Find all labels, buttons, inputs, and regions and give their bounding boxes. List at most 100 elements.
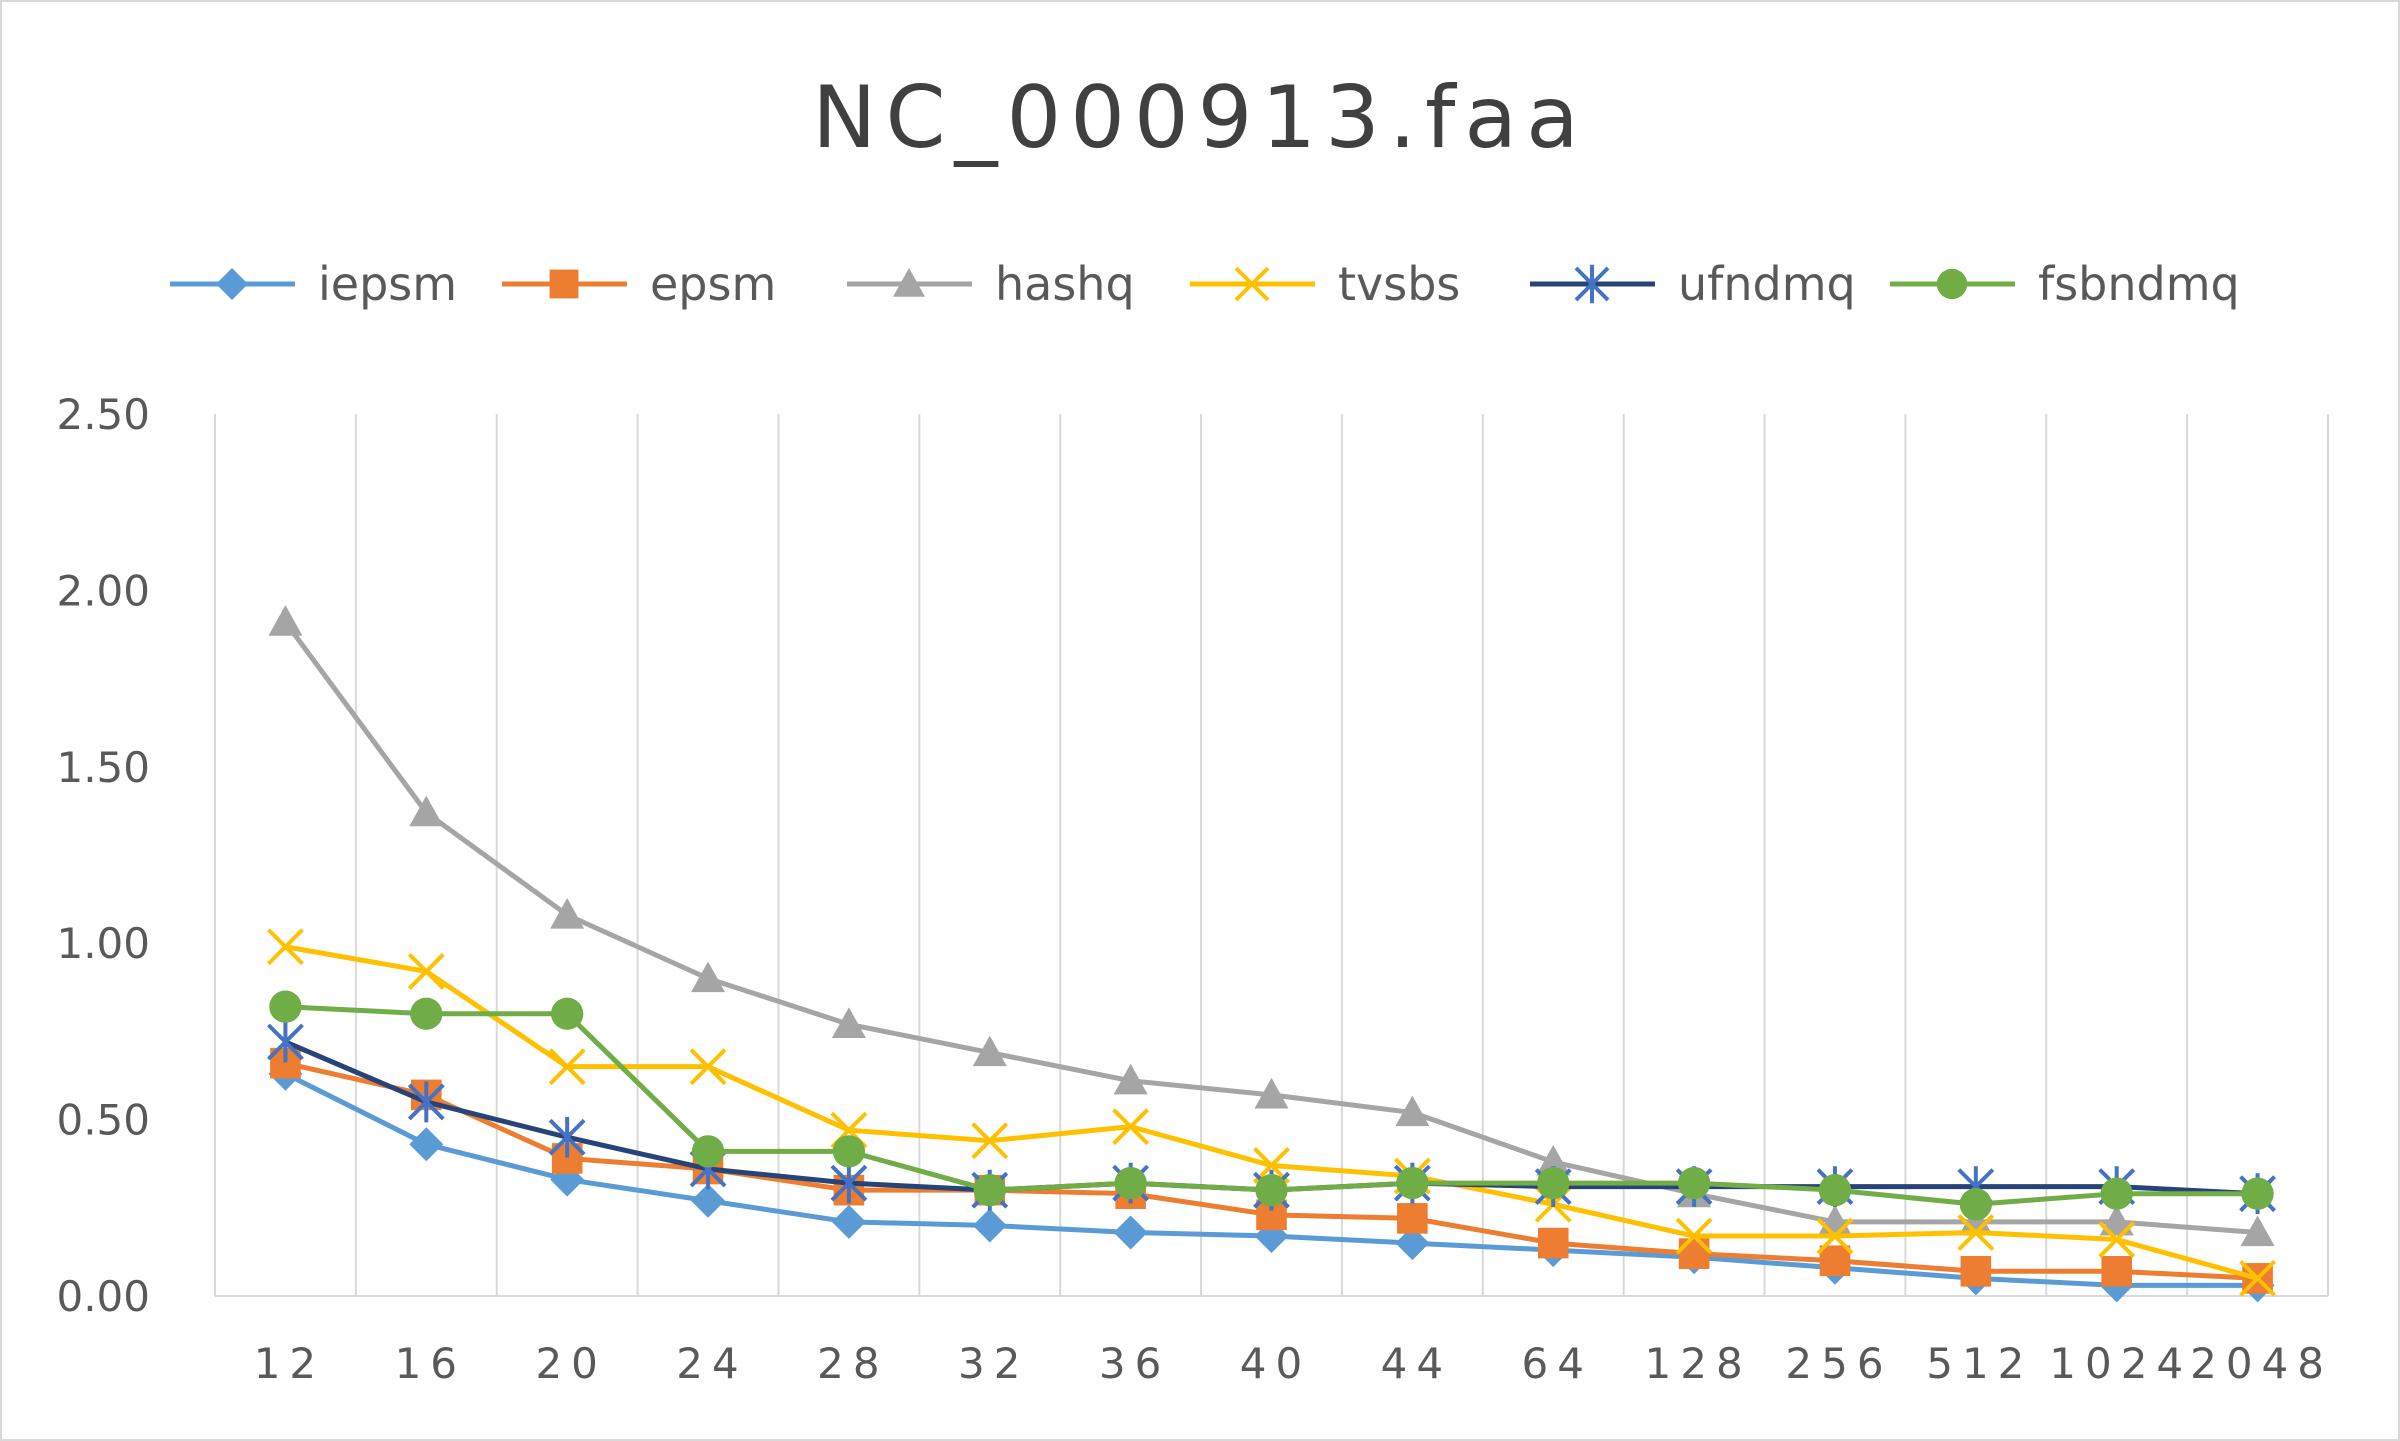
legend: iepsm epsm hashq tvsbs ufndmq fsbndmq [170, 257, 2240, 311]
data-point [2240, 1215, 2275, 1247]
y-tick-label: 2.50 [56, 390, 150, 439]
data-point [1678, 1238, 1710, 1269]
data-point [1957, 1214, 1995, 1251]
data-point [831, 1007, 866, 1038]
data-point [971, 1122, 1009, 1160]
series-group [267, 605, 2276, 1303]
data-point [2100, 1177, 2133, 1210]
y-tick-label: 1.50 [56, 743, 150, 792]
x-tick-label: 512 [1926, 1339, 2033, 1388]
legend-label: fsbndmq [2038, 257, 2240, 311]
data-point [1396, 1166, 1429, 1200]
x-tick-label: 20 [535, 1339, 606, 1388]
legend-item-tvsbs: tvsbs [1190, 257, 1460, 311]
x-tick-label: 2048 [2190, 1339, 2333, 1388]
data-point [1114, 1166, 1147, 1200]
legend-item-epsm: epsm [502, 257, 776, 311]
x-tick-label: 24 [676, 1339, 747, 1388]
data-point [1816, 1217, 1854, 1255]
y-tick-label: 0.00 [56, 1272, 150, 1321]
grid [214, 414, 2329, 1297]
legend-marker [216, 268, 248, 300]
legend-item-ufndmq: ufndmq [1530, 257, 1856, 311]
data-point [1395, 1226, 1430, 1261]
data-point [267, 1021, 304, 1063]
data-point [831, 1204, 866, 1239]
x-tick-label: 36 [1099, 1339, 1170, 1388]
data-point [830, 1162, 868, 1204]
data-point [2241, 1177, 2274, 1210]
data-point [410, 997, 443, 1030]
legend-item-iepsm: iepsm [170, 257, 457, 311]
data-point [1254, 1077, 1289, 1109]
data-point [832, 1135, 866, 1168]
data-point [1395, 1095, 1430, 1127]
data-point [2098, 1221, 2136, 1258]
y-tick-label: 2.00 [56, 566, 150, 615]
data-point [1536, 1144, 1571, 1176]
y-tick-label: 0.50 [56, 1096, 150, 1145]
data-point [269, 990, 302, 1023]
data-point [1959, 1188, 1992, 1221]
x-tick-label: 28 [817, 1339, 888, 1388]
x-tick-label: 256 [1785, 1339, 1892, 1388]
data-point [1255, 1174, 1288, 1207]
data-point [1677, 1166, 1711, 1200]
data-point [1112, 1108, 1150, 1146]
data-point [1397, 1203, 1428, 1234]
data-point [1113, 1063, 1148, 1095]
data-point [409, 795, 444, 827]
legend-label: iepsm [318, 257, 457, 311]
data-point [548, 1048, 586, 1086]
series-hashq [268, 605, 2275, 1247]
data-point [409, 1127, 444, 1162]
x-tick-label: 16 [395, 1339, 466, 1388]
data-point [2101, 1256, 2132, 1287]
data-point [1818, 1174, 1852, 1207]
x-tick-label: 64 [1522, 1339, 1593, 1388]
data-point [267, 928, 304, 966]
data-point [972, 1208, 1007, 1243]
data-point [2239, 1259, 2276, 1297]
legend-label: ufndmq [1678, 257, 1856, 311]
data-point [1960, 1256, 1992, 1287]
data-point [973, 1174, 1006, 1207]
data-point [407, 1081, 445, 1123]
legend-marker [1574, 264, 1610, 304]
legend-label: tvsbs [1338, 257, 1460, 311]
x-tick-label: 12 [254, 1339, 325, 1388]
series-fsbndmq [269, 990, 2274, 1221]
y-tick-label: 1.00 [56, 919, 150, 968]
legend-label: epsm [650, 257, 776, 311]
legend-marker [1936, 268, 1968, 300]
data-point [691, 1135, 725, 1168]
data-point [1537, 1166, 1570, 1200]
legend-item-fsbndmq: fsbndmq [1890, 257, 2240, 311]
x-tick-label: 44 [1381, 1339, 1452, 1388]
data-point [1675, 1217, 1713, 1255]
data-point [2099, 1204, 2134, 1236]
chart-title: NC_000913.faa [812, 68, 1588, 168]
data-point [1537, 1227, 1569, 1259]
data-point [550, 897, 585, 929]
legend-label: hashq [995, 257, 1135, 311]
data-point [689, 1048, 727, 1086]
data-point [691, 1183, 726, 1218]
x-tick-label: 128 [1645, 1339, 1752, 1388]
y-axis-ticks: 0.00 0.50 1.00 1.50 2.00 2.50 [56, 390, 150, 1321]
legend-marker [549, 269, 579, 299]
data-point [972, 1035, 1007, 1067]
data-point [551, 997, 584, 1030]
x-tick-label: 40 [1240, 1339, 1311, 1388]
data-point [691, 961, 726, 993]
data-point [268, 605, 303, 636]
data-point [407, 953, 445, 990]
legend-marker [893, 268, 925, 297]
data-point [548, 1116, 586, 1158]
legend-marker [1234, 266, 1270, 302]
x-tick-label: 32 [958, 1339, 1029, 1388]
legend-item-hashq: hashq [847, 257, 1135, 311]
data-point [1113, 1215, 1148, 1250]
